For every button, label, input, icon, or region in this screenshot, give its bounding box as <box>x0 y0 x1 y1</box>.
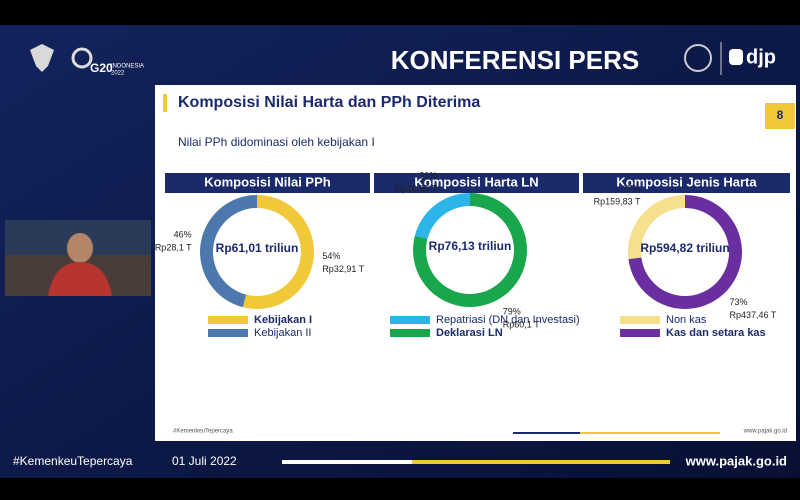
amount-label: Rp32,91 T <box>322 264 364 274</box>
chart-title: Komposisi Jenis Harta <box>616 174 757 189</box>
value-label: 21% <box>419 170 437 180</box>
title-accent <box>163 94 167 112</box>
video-feed <box>5 220 151 296</box>
g20-subtext: INDONESIA <box>111 64 144 70</box>
amount-label: Rp16,05 T <box>395 183 437 193</box>
slide-title: Komposisi Nilai Harta dan PPh Diterima <box>178 94 480 111</box>
legend-swatch <box>620 329 660 337</box>
letterbox <box>0 478 800 500</box>
g20-logo <box>71 47 93 69</box>
legend-label: Kebijakan I <box>254 314 312 326</box>
djp-text: djp <box>746 46 776 68</box>
slide-footer: www.pajak.go.id <box>743 429 787 435</box>
legend-label: Deklarasi LN <box>436 327 503 339</box>
legend-swatch <box>208 329 248 337</box>
djp-logo <box>729 49 743 65</box>
slide <box>155 85 796 441</box>
g20-text: G20 <box>90 61 113 75</box>
chart-title: Komposisi Nilai PPh <box>204 174 330 189</box>
legend-label: Kas dan setara kas <box>666 327 766 339</box>
legend-swatch <box>208 316 248 324</box>
value-label: 46% <box>174 230 192 240</box>
slide-subtitle: Nilai PPh didominasi oleh kebijakan I <box>178 135 375 149</box>
value-label: 54% <box>322 251 340 261</box>
donut-slice <box>200 195 257 308</box>
donut-slice <box>242 195 315 309</box>
chart-header <box>583 173 790 193</box>
legend-label: Kebijakan II <box>254 327 311 339</box>
header-title: KONFERENSI PERS <box>391 45 640 75</box>
amount-label: Rp60,1 T <box>503 319 540 329</box>
hashtag: #KemenkeuTepercaya <box>13 454 133 468</box>
chart-title: Komposisi Harta LN <box>414 174 538 189</box>
donut-slice <box>628 195 685 260</box>
page-badge <box>765 103 795 129</box>
center-label: Rp76,13 triliun <box>429 239 512 253</box>
bar-line <box>412 460 670 464</box>
chart-header <box>165 173 370 193</box>
chart-header <box>374 173 579 193</box>
charts: Komposisi Nilai PPh 54% Rp32,91 T Kebijakan… <box>155 170 790 339</box>
bar-line <box>282 460 412 464</box>
slide-footer: #KemenkeuTepercaya <box>173 429 233 435</box>
date: 01 Juli 2022 <box>172 454 237 468</box>
center-label: Rp61,01 triliun <box>216 241 299 255</box>
legend-label: Non kas <box>666 314 707 326</box>
ministry-logo <box>684 44 712 72</box>
page-number: 8 <box>777 108 784 122</box>
value-label: 73% <box>730 297 748 307</box>
legend-swatch <box>390 316 430 324</box>
url: www.pajak.go.id <box>685 453 787 468</box>
amount-label: Rp28,1 T <box>155 243 192 253</box>
donut-slice <box>414 193 470 240</box>
value-label: 27% <box>622 184 640 194</box>
g20-year: 2022 <box>111 71 125 77</box>
center-label: Rp594,82 triliun <box>640 241 729 255</box>
amount-label: Rp437,46 T <box>730 310 777 320</box>
amount-label: Rp159,83 T <box>594 197 641 207</box>
legend-swatch <box>390 329 430 337</box>
value-label: 79% <box>503 306 521 316</box>
legend-swatch <box>620 316 660 324</box>
garuda-logo <box>30 44 54 72</box>
letterbox <box>0 0 800 25</box>
legend-label: Repatriasi (DN dan Investasi) <box>436 314 580 326</box>
